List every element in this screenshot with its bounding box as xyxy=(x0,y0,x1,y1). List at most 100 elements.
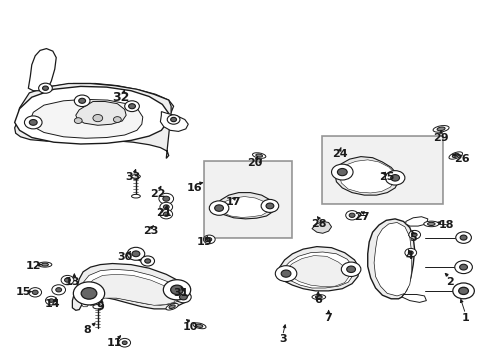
Polygon shape xyxy=(28,49,56,91)
Ellipse shape xyxy=(132,251,140,257)
Text: 18: 18 xyxy=(437,220,453,230)
Polygon shape xyxy=(87,274,177,305)
Ellipse shape xyxy=(61,275,74,285)
Ellipse shape xyxy=(119,338,130,347)
Text: 21: 21 xyxy=(156,208,171,218)
Text: 23: 23 xyxy=(142,226,158,236)
Text: 3: 3 xyxy=(278,334,286,344)
Text: 10: 10 xyxy=(183,322,198,332)
Ellipse shape xyxy=(265,203,273,209)
Text: 20: 20 xyxy=(247,158,263,168)
Text: 22: 22 xyxy=(149,189,165,199)
Ellipse shape xyxy=(81,288,97,299)
Polygon shape xyxy=(401,294,426,302)
Ellipse shape xyxy=(79,98,85,103)
Ellipse shape xyxy=(348,213,354,217)
Bar xyxy=(321,136,442,204)
Polygon shape xyxy=(367,219,414,299)
Ellipse shape xyxy=(29,288,41,297)
Ellipse shape xyxy=(45,296,57,305)
Ellipse shape xyxy=(390,175,399,181)
Text: 14: 14 xyxy=(45,299,61,309)
Ellipse shape xyxy=(203,235,215,244)
Ellipse shape xyxy=(281,270,290,277)
Ellipse shape xyxy=(408,230,420,239)
Ellipse shape xyxy=(38,262,52,267)
Ellipse shape xyxy=(93,305,102,309)
Ellipse shape xyxy=(24,116,42,129)
Ellipse shape xyxy=(170,285,183,294)
Ellipse shape xyxy=(454,261,471,274)
Text: 33: 33 xyxy=(125,172,141,182)
Text: 9: 9 xyxy=(96,302,104,312)
Ellipse shape xyxy=(193,323,205,329)
Ellipse shape xyxy=(448,152,462,159)
Ellipse shape xyxy=(141,256,154,266)
Ellipse shape xyxy=(337,168,346,176)
Text: 6: 6 xyxy=(313,294,321,305)
Polygon shape xyxy=(373,222,411,296)
Text: 8: 8 xyxy=(83,325,91,336)
Ellipse shape xyxy=(209,201,228,215)
Ellipse shape xyxy=(64,278,70,282)
Polygon shape xyxy=(17,84,173,129)
Ellipse shape xyxy=(423,221,438,227)
Polygon shape xyxy=(311,221,331,233)
Ellipse shape xyxy=(163,212,169,216)
Ellipse shape xyxy=(459,235,466,240)
Ellipse shape xyxy=(128,104,135,109)
Polygon shape xyxy=(277,247,359,291)
Ellipse shape xyxy=(427,222,434,225)
Ellipse shape xyxy=(163,205,169,209)
Polygon shape xyxy=(72,264,189,310)
Text: 30: 30 xyxy=(117,252,132,262)
Text: 17: 17 xyxy=(225,197,241,207)
Text: 15: 15 xyxy=(16,287,31,297)
Ellipse shape xyxy=(113,117,121,122)
Ellipse shape xyxy=(122,341,127,345)
Ellipse shape xyxy=(345,211,358,220)
Polygon shape xyxy=(79,269,182,307)
Ellipse shape xyxy=(275,266,296,282)
Ellipse shape xyxy=(52,285,65,295)
Ellipse shape xyxy=(411,233,416,237)
Ellipse shape xyxy=(131,175,140,178)
Text: 13: 13 xyxy=(64,276,80,287)
Ellipse shape xyxy=(144,259,150,263)
Text: 24: 24 xyxy=(331,149,347,159)
Ellipse shape xyxy=(452,283,473,299)
Ellipse shape xyxy=(124,101,139,112)
Ellipse shape xyxy=(39,83,52,93)
Text: 19: 19 xyxy=(196,237,212,247)
Polygon shape xyxy=(334,157,398,195)
Polygon shape xyxy=(29,99,142,138)
Ellipse shape xyxy=(169,305,175,309)
Ellipse shape xyxy=(341,262,360,276)
Ellipse shape xyxy=(407,251,412,255)
Ellipse shape xyxy=(432,126,448,132)
Ellipse shape xyxy=(93,114,102,122)
Ellipse shape xyxy=(252,153,265,158)
Ellipse shape xyxy=(404,248,416,257)
Ellipse shape xyxy=(331,164,352,180)
Ellipse shape xyxy=(127,247,144,260)
Ellipse shape xyxy=(170,117,176,122)
Text: 7: 7 xyxy=(324,312,332,323)
Polygon shape xyxy=(76,102,126,125)
Polygon shape xyxy=(283,256,348,287)
Ellipse shape xyxy=(455,232,470,243)
Ellipse shape xyxy=(385,171,404,185)
Polygon shape xyxy=(339,160,394,193)
Ellipse shape xyxy=(73,282,104,305)
Polygon shape xyxy=(15,84,171,158)
Ellipse shape xyxy=(163,196,169,201)
Text: 31: 31 xyxy=(173,288,188,298)
Text: 28: 28 xyxy=(310,219,326,229)
Ellipse shape xyxy=(261,199,278,212)
Ellipse shape xyxy=(436,127,444,131)
Text: 11: 11 xyxy=(107,338,122,348)
Ellipse shape xyxy=(160,202,172,212)
Ellipse shape xyxy=(179,294,187,300)
Polygon shape xyxy=(281,252,352,288)
Text: 2: 2 xyxy=(445,276,453,287)
